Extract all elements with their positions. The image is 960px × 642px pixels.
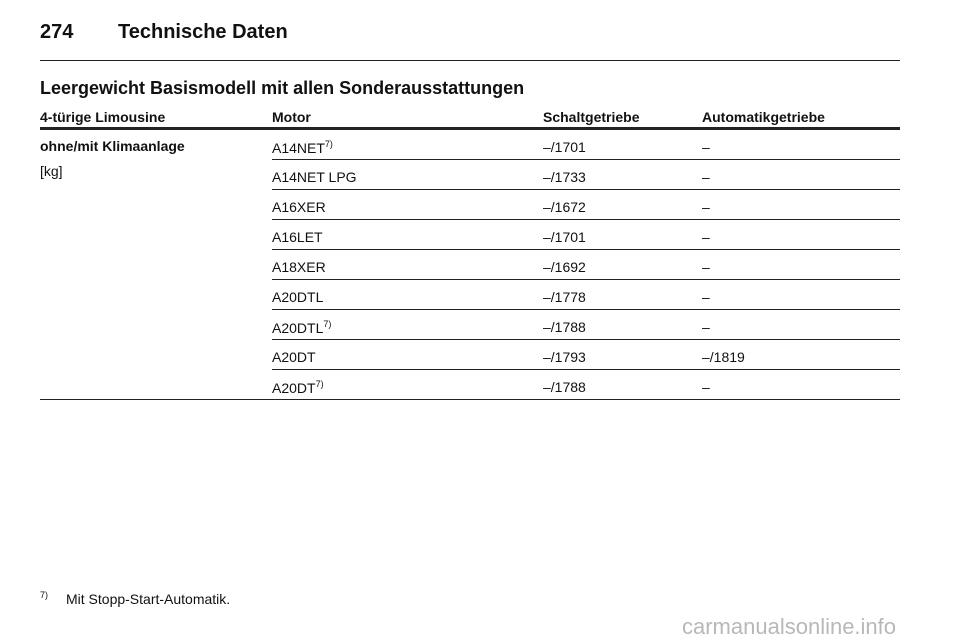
manual-cell: –/1692 bbox=[543, 259, 586, 275]
row-rule bbox=[272, 189, 900, 190]
footnote-marker: 7) bbox=[40, 590, 49, 600]
auto-cell: – bbox=[702, 319, 710, 335]
column-header: 4-türige Limousine bbox=[40, 109, 166, 125]
motor: A14NET LPG bbox=[272, 169, 357, 185]
table-header-rule bbox=[40, 127, 900, 130]
manual-cell: –/1788 bbox=[543, 379, 586, 395]
motor: A16XER bbox=[272, 199, 326, 215]
motor-cell: A20DT7) bbox=[272, 379, 324, 396]
auto-cell: – bbox=[702, 199, 710, 215]
motor: A20DT bbox=[272, 380, 316, 396]
row-label: ohne/mit Klimaanlage bbox=[40, 138, 185, 154]
page-number: 274 bbox=[40, 21, 74, 43]
auto-cell: –/1819 bbox=[702, 349, 745, 365]
motor: A20DTL bbox=[272, 289, 324, 305]
motor-cell: A16XER bbox=[272, 200, 326, 214]
manual-cell: –/1733 bbox=[543, 169, 586, 185]
auto-cell: – bbox=[702, 259, 710, 275]
footnote-ref: 7) bbox=[323, 319, 332, 329]
manual-cell: –/1701 bbox=[543, 229, 586, 245]
page-title: Technische Daten bbox=[118, 21, 288, 43]
motor-cell: A20DTL7) bbox=[272, 319, 332, 336]
footnote-ref: 7) bbox=[324, 139, 333, 149]
manual-cell: –/1788 bbox=[543, 319, 586, 335]
footnote-ref: 7) bbox=[315, 379, 324, 389]
section-title: Leergewicht Basismodell mit allen Sonder… bbox=[40, 78, 525, 98]
column-header: Motor bbox=[272, 109, 311, 125]
manual-cell: –/1793 bbox=[543, 349, 586, 365]
row-rule bbox=[272, 219, 900, 220]
motor: A20DTL bbox=[272, 320, 324, 336]
motor-cell: A16LET bbox=[272, 230, 323, 244]
manual-cell: –/1672 bbox=[543, 199, 586, 215]
row-rule bbox=[272, 249, 900, 250]
row-rule bbox=[272, 309, 900, 310]
row-rule bbox=[272, 369, 900, 370]
footnote-text: Mit Stopp-Start-Automatik. bbox=[66, 591, 231, 607]
column-header: Schaltgetriebe bbox=[543, 109, 640, 125]
manual-cell: –/1778 bbox=[543, 289, 586, 305]
watermark: carmanualsonline.info bbox=[682, 614, 897, 639]
manual-cell: –/1701 bbox=[543, 139, 586, 155]
unit: [kg] bbox=[40, 163, 63, 179]
auto-cell: – bbox=[702, 169, 710, 185]
motor: A20DT bbox=[272, 349, 316, 365]
motor: A14NET bbox=[272, 140, 325, 156]
motor: A16LET bbox=[272, 229, 323, 245]
column-header: Automatikgetriebe bbox=[702, 109, 825, 125]
row-rule bbox=[272, 279, 900, 280]
row-rule bbox=[272, 159, 900, 160]
row-rule bbox=[272, 339, 900, 340]
motor-cell: A18XER bbox=[272, 260, 326, 274]
motor: A18XER bbox=[272, 259, 326, 275]
motor-cell: A14NET LPG bbox=[272, 170, 357, 184]
auto-cell: – bbox=[702, 289, 710, 305]
auto-cell: – bbox=[702, 379, 710, 395]
header-rule bbox=[40, 60, 900, 61]
motor-cell: A20DT bbox=[272, 350, 316, 364]
motor-cell: A14NET7) bbox=[272, 139, 333, 156]
auto-cell: – bbox=[702, 229, 710, 245]
auto-cell: – bbox=[702, 139, 710, 155]
row-rule bbox=[40, 399, 900, 400]
motor-cell: A20DTL bbox=[272, 290, 323, 304]
